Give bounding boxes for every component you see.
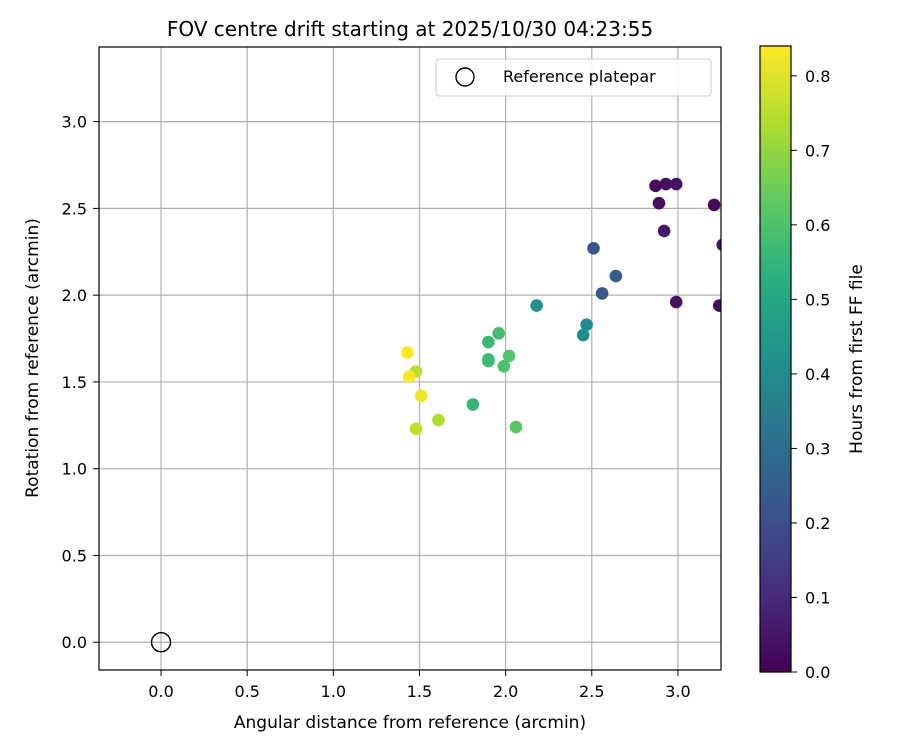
legend-entry-reference: Reference platepar: [503, 67, 656, 86]
data-point: [595, 287, 609, 300]
data-point: [707, 198, 721, 212]
colorbar-tick-label: 0.1: [805, 588, 830, 607]
reference-marker-group: [150, 632, 172, 653]
y-tick-label: 0.5: [62, 546, 87, 565]
data-points: [401, 177, 721, 436]
plot-frame: [98, 46, 722, 671]
colorbar-label: Hours from first FF file: [847, 264, 867, 454]
data-point: [492, 327, 506, 340]
data-point: [609, 269, 623, 283]
data-point: [432, 413, 445, 427]
legend: Reference platepar: [435, 58, 712, 97]
x-axis-label: Angular distance from reference (arcmin): [234, 713, 586, 733]
data-point: [657, 224, 671, 238]
data-point: [401, 346, 414, 359]
x-tick-label: 2.5: [579, 682, 604, 701]
data-point: [530, 299, 543, 312]
data-point: [669, 177, 683, 191]
x-tick-label: 2.0: [493, 682, 518, 701]
y-tick-label: 1.0: [62, 460, 87, 479]
y-tick-label: 3.0: [62, 113, 87, 132]
y-axis-ticks: 0.0 0.5 1.0 1.5 2.0 2.5 3.0: [62, 113, 99, 652]
data-point: [466, 398, 480, 411]
x-tick-label: 0.0: [148, 682, 173, 701]
chart-title: FOV centre drift starting at 2025/10/30 …: [167, 17, 653, 41]
data-point: [580, 318, 593, 331]
data-point: [409, 422, 423, 436]
data-point: [402, 370, 416, 384]
y-tick-label: 2.0: [62, 286, 87, 305]
data-point: [576, 328, 590, 342]
x-tick-label: 3.0: [665, 682, 690, 701]
data-point: [502, 349, 516, 363]
plot-area: [150, 177, 721, 653]
colorbar-tick-label: 0.3: [805, 439, 830, 458]
data-point: [509, 420, 523, 434]
colorbar-tick-label: 0.0: [805, 663, 830, 682]
data-point: [482, 354, 495, 368]
colorbar-gradient: [759, 45, 792, 673]
data-point: [497, 360, 511, 373]
y-axis-label: Rotation from reference (arcmin): [23, 218, 43, 498]
y-tick-label: 0.0: [62, 633, 87, 652]
x-tick-label: 1.0: [321, 682, 346, 701]
data-point: [652, 196, 666, 210]
colorbar-tick-label: 0.5: [805, 290, 830, 309]
data-point: [587, 242, 600, 255]
reference-marker: [150, 632, 172, 653]
legend-box: [435, 58, 712, 97]
y-tick-label: 2.5: [62, 199, 87, 218]
x-tick-label: 0.5: [234, 682, 259, 701]
data-point: [716, 238, 721, 251]
colorbar-tick-label: 0.2: [805, 514, 830, 533]
colorbar-tick-label: 0.4: [805, 365, 830, 384]
data-point: [482, 335, 495, 349]
data-point: [649, 179, 662, 193]
y-tick-label: 1.5: [62, 373, 87, 392]
legend-reference-marker: [455, 67, 475, 87]
data-point: [669, 295, 683, 309]
data-point: [414, 389, 428, 403]
colorbar-tick-label: 0.7: [805, 141, 830, 160]
x-tick-label: 1.5: [407, 682, 432, 701]
x-axis-ticks: 0.0 0.5 1.0 1.5 2.0 2.5 3.0: [148, 670, 691, 701]
colorbar-ticks: 0.0 0.1 0.2 0.3 0.4 0.5 0.6 0.7 0.8: [791, 67, 830, 682]
data-point: [712, 299, 721, 312]
data-point: [659, 177, 673, 191]
colorbar-tick-label: 0.8: [805, 67, 830, 86]
grid-lines: [99, 47, 721, 670]
colorbar: 0.0 0.1 0.2 0.3 0.4 0.5 0.6 0.7 0.8 Hours from f…: [759, 45, 867, 682]
colorbar-tick-label: 0.6: [805, 216, 830, 235]
